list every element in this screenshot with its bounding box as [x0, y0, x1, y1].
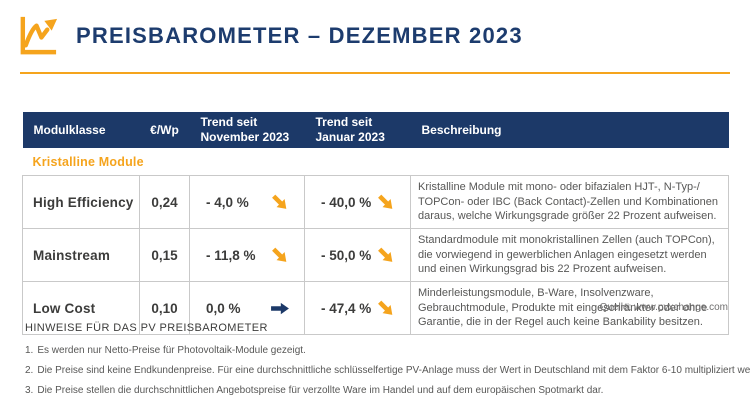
trend-januar-cell: - 50,0 %: [304, 228, 411, 282]
col-header-trend-november: Trend seit November 2023: [189, 112, 305, 148]
module-class-label: High Efficiency: [22, 175, 140, 229]
source-credit: Quelle: www.pvxchange.com: [599, 302, 728, 313]
trend-januar-value: - 50,0 %: [321, 247, 372, 263]
trend-down-arrow-icon: [376, 247, 396, 262]
trend-right-arrow-icon: [270, 302, 290, 315]
module-description: Kristalline Module mit mono- oder bifazi…: [410, 175, 729, 229]
trend-november-cell: 0,0 %: [189, 281, 305, 335]
line-chart-logo-icon: [15, 13, 60, 58]
price-value: 0,15: [139, 228, 190, 282]
trend-november-cell: - 11,8 %: [189, 228, 305, 282]
trend-down-arrow-icon: [270, 247, 290, 262]
note-text: Die Preise sind keine Endkundenpreise. F…: [37, 365, 750, 376]
price-value: 0,24: [139, 175, 190, 229]
page-header: PREISBAROMETER – DEZEMBER 2023: [15, 13, 523, 58]
note-item: 3. Die Preise stellen die durchschnittlic…: [25, 385, 747, 396]
table-row: Low Cost 0,10 0,0 % - 47,4 %: [22, 281, 729, 335]
category-row: Kristalline Module: [22, 148, 729, 176]
trend-november-value: 0,0 %: [206, 300, 241, 316]
col-header-modulklasse: Modulklasse: [22, 112, 140, 148]
note-number: 1.: [25, 345, 34, 356]
module-class-label: Mainstream: [22, 228, 140, 282]
col-header-price: €/Wp: [139, 112, 190, 148]
trend-januar-cell: - 40,0 %: [304, 175, 411, 229]
note-item: 2. Die Preise sind keine Endkundenpreise.…: [25, 365, 750, 376]
price-value: 0,10: [139, 281, 190, 335]
header-divider: [20, 72, 730, 74]
module-description: Minderleistungsmodule, B-Ware, Insolvenz…: [410, 281, 729, 335]
notes-list: 1. Es werden nur Netto-Preise für Photovo…: [25, 345, 750, 405]
module-description: Standardmodule mit monokristallinen Zell…: [410, 228, 729, 282]
category-label: Kristalline Module: [22, 148, 729, 176]
table-row: Mainstream 0,15 - 11,8 % - 50,0 %: [22, 228, 729, 282]
trend-januar-value: - 47,4 %: [321, 300, 372, 316]
trend-down-arrow-icon: [376, 300, 396, 315]
table-row: High Efficiency 0,24 - 4,0 % - 40,0 %: [22, 175, 729, 229]
note-text: Es werden nur Netto-Preise für Photovolt…: [37, 345, 306, 356]
notes-heading: HINWEISE FÜR DAS PV PREISBAROMETER: [25, 322, 268, 334]
note-item: 1. Es werden nur Netto-Preise für Photovo…: [25, 345, 747, 356]
trend-november-cell: - 4,0 %: [189, 175, 305, 229]
table-header-row: Modulklasse €/Wp Trend seit November 202…: [22, 112, 729, 148]
price-table: Modulklasse €/Wp Trend seit November 202…: [22, 112, 729, 335]
col-header-trend-januar: Trend seit Januar 2023: [304, 112, 411, 148]
trend-down-arrow-icon: [270, 194, 290, 209]
page-title: PREISBAROMETER – DEZEMBER 2023: [76, 22, 523, 48]
note-number: 3.: [25, 385, 34, 396]
trend-november-value: - 11,8 %: [206, 247, 256, 263]
trend-januar-value: - 40,0 %: [321, 194, 372, 210]
note-text: Die Preise stellen die durchschnittliche…: [37, 385, 604, 396]
col-header-beschreibung: Beschreibung: [410, 112, 729, 148]
trend-november-value: - 4,0 %: [206, 194, 249, 210]
note-number: 2.: [25, 365, 34, 376]
trend-januar-cell: - 47,4 %: [304, 281, 411, 335]
trend-down-arrow-icon: [376, 194, 396, 209]
